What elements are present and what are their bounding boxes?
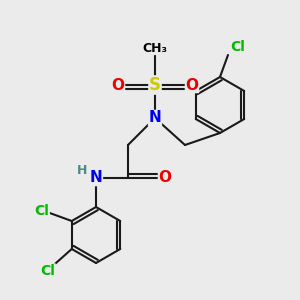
Text: N: N: [148, 110, 161, 125]
Text: H: H: [77, 164, 87, 176]
Text: O: O: [185, 77, 199, 92]
Text: Cl: Cl: [40, 264, 55, 278]
Text: O: O: [112, 77, 124, 92]
Text: Cl: Cl: [231, 40, 245, 54]
Text: Cl: Cl: [34, 204, 49, 218]
Text: O: O: [158, 170, 172, 185]
Text: S: S: [149, 76, 161, 94]
Text: N: N: [90, 170, 102, 185]
Text: CH₃: CH₃: [142, 41, 167, 55]
